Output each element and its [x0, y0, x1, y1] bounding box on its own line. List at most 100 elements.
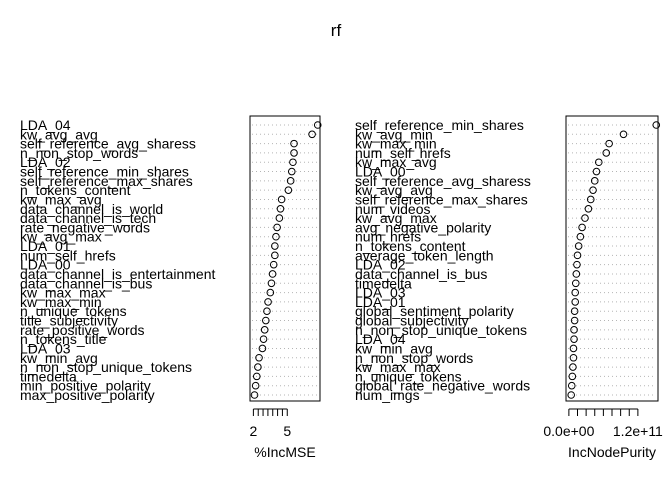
- data-point: [252, 372, 261, 381]
- data-point: [568, 372, 577, 381]
- row-label: kw_avg_min: [355, 126, 433, 142]
- row-label: n_unique_tokens: [20, 303, 127, 319]
- row-label: LDA_04: [20, 117, 71, 133]
- row-label: LDA_03: [20, 340, 71, 356]
- data-point: [308, 130, 316, 139]
- data-point: [255, 353, 263, 362]
- data-point: [264, 298, 272, 306]
- row-label: average_token_length: [355, 247, 494, 263]
- data-point: [590, 177, 599, 185]
- row-label: global_subjectivity: [355, 313, 469, 329]
- row-label: data_channel_is_bus: [355, 266, 487, 282]
- data-point: [594, 158, 603, 167]
- data-point: [276, 204, 285, 213]
- data-point: [576, 232, 585, 241]
- data-point: [271, 242, 279, 250]
- row-label: kw_max_max: [355, 359, 441, 375]
- data-point: [567, 391, 575, 399]
- row-label: min_positive_polarity: [20, 378, 151, 394]
- row-label: global_rate_negative_words: [355, 378, 530, 394]
- row-label: self_reference_min_shares: [355, 117, 524, 133]
- row-label: kw_avg_avg: [20, 126, 98, 142]
- x-tick-label: 5: [283, 423, 291, 439]
- left-panel: LDA_04kw_avg_avgself_reference_avg_share…: [20, 115, 322, 460]
- data-point: [570, 307, 579, 316]
- data-point: [272, 232, 280, 241]
- right-x-axis-label: IncNodePurity: [568, 444, 656, 460]
- data-point: [573, 251, 582, 260]
- row-label: LDA_02: [20, 154, 71, 170]
- right-panel: self_reference_min_shareskw_avg_minkw_ma…: [355, 115, 663, 460]
- data-point: [262, 316, 270, 325]
- data-point: [567, 381, 576, 390]
- row-label: n_non_stop_words: [20, 145, 138, 161]
- left-plot-box: [249, 115, 321, 402]
- data-point: [569, 353, 578, 362]
- data-point: [284, 186, 293, 194]
- row-label: timedelta: [20, 368, 77, 384]
- data-point: [571, 298, 580, 306]
- row-label: kw_max_avg: [355, 154, 437, 170]
- row-label: n_tokens_content: [355, 238, 466, 254]
- data-point: [260, 326, 269, 334]
- row-label: num_imgs: [355, 387, 420, 403]
- row-label: kw_max_avg: [20, 191, 102, 207]
- row-label: n_non_stop_unique_tokens: [20, 359, 192, 375]
- data-point: [569, 344, 578, 353]
- row-label: self_reference_avg_sharess: [355, 173, 531, 189]
- data-point: [573, 260, 581, 269]
- data-point: [254, 363, 262, 371]
- data-point: [289, 158, 297, 167]
- data-point: [290, 149, 298, 157]
- x-tick-label: 1.2e+11: [613, 423, 663, 439]
- data-point: [571, 288, 580, 297]
- row-label: LDA_01: [355, 294, 406, 310]
- row-label: n_non_stop_unique_tokens: [355, 322, 527, 338]
- row-label: num_self_hrefs: [355, 145, 451, 161]
- data-point: [313, 121, 322, 129]
- data-point: [589, 186, 597, 194]
- row-label: LDA_01: [20, 238, 71, 254]
- data-point: [268, 270, 277, 278]
- row-label: global_sentiment_polarity: [355, 303, 514, 319]
- chart-title: rf: [331, 21, 342, 40]
- data-point: [258, 344, 267, 353]
- row-label: n_tokens_title: [20, 331, 107, 347]
- row-label: self_reference_max_shares: [355, 191, 528, 207]
- row-label: kw_min_avg: [20, 350, 98, 366]
- row-label: LDA_03: [355, 285, 406, 301]
- row-label: kw_avg_max: [20, 229, 102, 245]
- row-label: n_non_stop_words: [355, 350, 473, 366]
- row-label: timedelta: [355, 275, 412, 291]
- data-point: [275, 214, 284, 222]
- row-label: self_reference_min_shares: [20, 164, 189, 180]
- data-point: [578, 223, 586, 232]
- data-point: [574, 242, 583, 250]
- data-point: [259, 335, 268, 343]
- row-label: avg_negative_polarity: [355, 219, 491, 235]
- data-point: [286, 177, 295, 185]
- data-point: [250, 391, 259, 399]
- x-tick-label: 0.0e+00: [543, 423, 594, 439]
- data-point: [569, 363, 577, 371]
- row-label: kw_max_min: [355, 136, 437, 152]
- row-label: data_channel_is_bus: [20, 275, 152, 291]
- row-label: n_unique_tokens: [355, 368, 462, 384]
- row-label: LDA_00: [355, 164, 406, 180]
- data-point: [571, 279, 580, 288]
- row-label: LDA_02: [355, 257, 406, 273]
- row-label: LDA_00: [20, 257, 71, 273]
- row-label: data_channel_is_entertainment: [20, 266, 215, 282]
- data-point: [572, 270, 581, 278]
- row-label: kw_max_min: [20, 294, 102, 310]
- data-point: [287, 167, 296, 176]
- data-point: [269, 260, 278, 269]
- left-x-axis-label: %IncMSE: [254, 444, 315, 460]
- row-label: self_reference_max_shares: [20, 173, 193, 189]
- row-label: data_channel_is_world: [20, 201, 163, 217]
- row-label: kw_min_avg: [355, 340, 433, 356]
- data-point: [581, 214, 589, 222]
- row-label: rate_positive_words: [20, 322, 145, 338]
- data-point: [263, 307, 271, 316]
